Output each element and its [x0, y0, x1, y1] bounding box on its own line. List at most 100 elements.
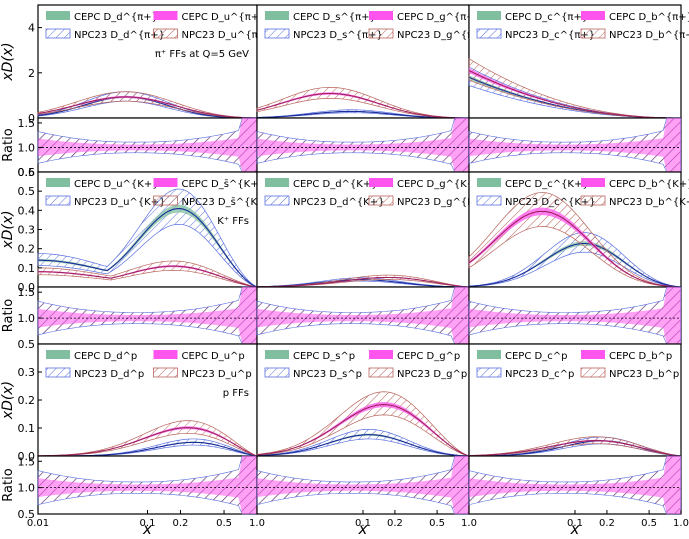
legend-swatch [153, 28, 178, 39]
legend-swatch [368, 28, 394, 39]
legend-label: NPC23 D_b^{K+} [609, 197, 689, 208]
legend-label: NPC23 D_g^{K+} [397, 197, 488, 208]
legend-swatch [368, 367, 394, 378]
ratio-tick-label: 1.0 [18, 312, 36, 325]
legend-swatch [45, 195, 71, 206]
panel-r2-c2: CEPC D_c^p CEPC D_b^p NPC23 D_c^p NPC23 D_b… [468, 343, 689, 538]
y-tick-label: 0.0 [18, 450, 36, 463]
main-frame [468, 343, 682, 457]
legend-label: CEPC D_s̄^{K+} [182, 179, 265, 190]
legend-label: CEPC D_d^{π+} [74, 12, 158, 23]
legend-swatch [368, 195, 394, 206]
y-tick-label: 0.3 [18, 224, 36, 237]
legend-swatch [477, 11, 501, 20]
legend-swatch [46, 11, 70, 20]
y-tick-label: 0.0 [18, 281, 36, 294]
legend-label: CEPC D_s^p [293, 351, 355, 362]
legend-label: NPC23 D_d^{K+} [293, 197, 384, 208]
legend-label: CEPC D_d^p [74, 351, 137, 362]
x-tick-label: 1.0 [673, 518, 689, 529]
legend-label: CEPC D_c^p [505, 351, 567, 362]
ratio-tick-label: 0.5 [18, 508, 36, 521]
central-curve-b [468, 440, 681, 457]
legend-label: NPC23 D_b^{π+} [609, 30, 689, 41]
legend-label: NPC23 D_u^p [182, 369, 252, 380]
panel-r0-c0: 0 2 4 0.5 1.0 1.5 xD(x) Ratio CEPC D_d^{π+} CEPC … [0, 4, 272, 179]
x-tick-label: 0.2 [387, 518, 403, 529]
legend-label: NPC23 D_s̄^{K+} [182, 197, 272, 208]
y-tick-label: 0 [28, 112, 35, 125]
legend-swatch [265, 350, 289, 359]
legend-swatch [264, 28, 290, 39]
legend-swatch [153, 11, 178, 20]
legend-swatch [264, 195, 290, 206]
ratio-cepc-band [38, 287, 257, 344]
panel-r2-c1: CEPC D_s^p CEPC D_g^p NPC23 D_s^p NPC23 D_g… [256, 343, 477, 538]
y-tick-label: 0.2 [18, 243, 36, 256]
legend-swatch [581, 11, 605, 20]
ratio-cepc-band [469, 456, 681, 514]
legend-swatch [264, 367, 290, 378]
panel-annotation: π⁺ FFs at Q=5 GeV [155, 49, 249, 60]
x-tick-label: 1.0 [249, 518, 265, 529]
legend-swatch [580, 195, 606, 206]
ratio-tick-label: 1.5 [18, 455, 36, 468]
ratio-tick-label: 0.5 [18, 338, 36, 351]
legend-label: CEPC D_u^{K+} [74, 179, 159, 190]
legend-swatch [476, 367, 502, 378]
legend-swatch [477, 350, 501, 359]
ratio-cepc-band [469, 118, 681, 172]
legend-swatch [153, 367, 178, 378]
y-tick-label: 0.6 [18, 166, 36, 179]
x-axis-label: x [570, 520, 580, 538]
y-tick-label: 2 [28, 67, 35, 80]
legend-label: CEPC D_b^p [609, 351, 672, 362]
legend-label: CEPC D_b^{K+} [609, 179, 689, 190]
central-curve-c [468, 242, 681, 288]
legend-label: CEPC D_c^{π+} [505, 12, 588, 23]
ratio-cepc-band [38, 456, 257, 514]
legend-swatch [153, 350, 178, 359]
ratio-tick-label: 1.5 [18, 286, 36, 299]
x-tick-label: 0.2 [173, 518, 189, 529]
legend-swatch [46, 178, 70, 187]
legend-swatch [580, 367, 606, 378]
panel-r0-c1: CEPC D_s^{π+} CEPC D_g^{π+} NPC23 D_s^{π+}… [256, 4, 488, 173]
x-tick-label: 0.5 [641, 518, 657, 529]
ratio-tick-label: 1.0 [18, 141, 36, 154]
x-tick-label: 0.5 [429, 518, 445, 529]
legend-swatch [581, 350, 605, 359]
legend-label: NPC23 D_d^{π+} [74, 30, 165, 41]
ratio-tick-label: 1.0 [18, 482, 36, 495]
legend-label: NPC23 D_u^{K+} [74, 197, 165, 208]
legend-label: NPC23 D_g^{π+} [397, 30, 488, 41]
ratio-cepc-band [469, 287, 681, 344]
legend-label: CEPC D_u^p [182, 351, 245, 362]
x-tick-label: 0.01 [27, 518, 49, 529]
central-curve-u [38, 208, 258, 288]
y-tick-label: 0.1 [18, 262, 36, 275]
legend-label: NPC23 D_b^p [609, 369, 679, 380]
central-curve-u [38, 427, 257, 457]
central-curve-b [468, 210, 681, 288]
legend-swatch [476, 28, 502, 39]
legend-label: CEPC D_s^{π+} [293, 12, 376, 23]
legend-swatch [369, 350, 393, 359]
y-axis-label: xD(x) [0, 210, 16, 249]
x-tick-label: 1.0 [461, 518, 477, 529]
x-tick-label: 0.1 [567, 518, 583, 529]
central-curve-b [468, 70, 681, 119]
legend-label: CEPC D_g^p [397, 351, 460, 362]
legend-label: NPC23 D_s^{π+} [293, 30, 383, 41]
x-tick-label: 0.2 [599, 518, 615, 529]
legend-label: CEPC D_g^{π+} [397, 12, 481, 23]
x-axis-label: x [358, 520, 368, 538]
x-axis-label: x [142, 520, 152, 538]
legend-swatch [369, 11, 393, 20]
legend-label: NPC23 D_g^p [397, 369, 467, 380]
ratio-cepc-band [38, 118, 257, 172]
main-frame [256, 171, 470, 288]
legend-swatch [265, 178, 289, 187]
panel-r0-c2: CEPC D_c^{π+} CEPC D_b^{π+} NPC23 D_c^{π+}… [468, 4, 689, 173]
